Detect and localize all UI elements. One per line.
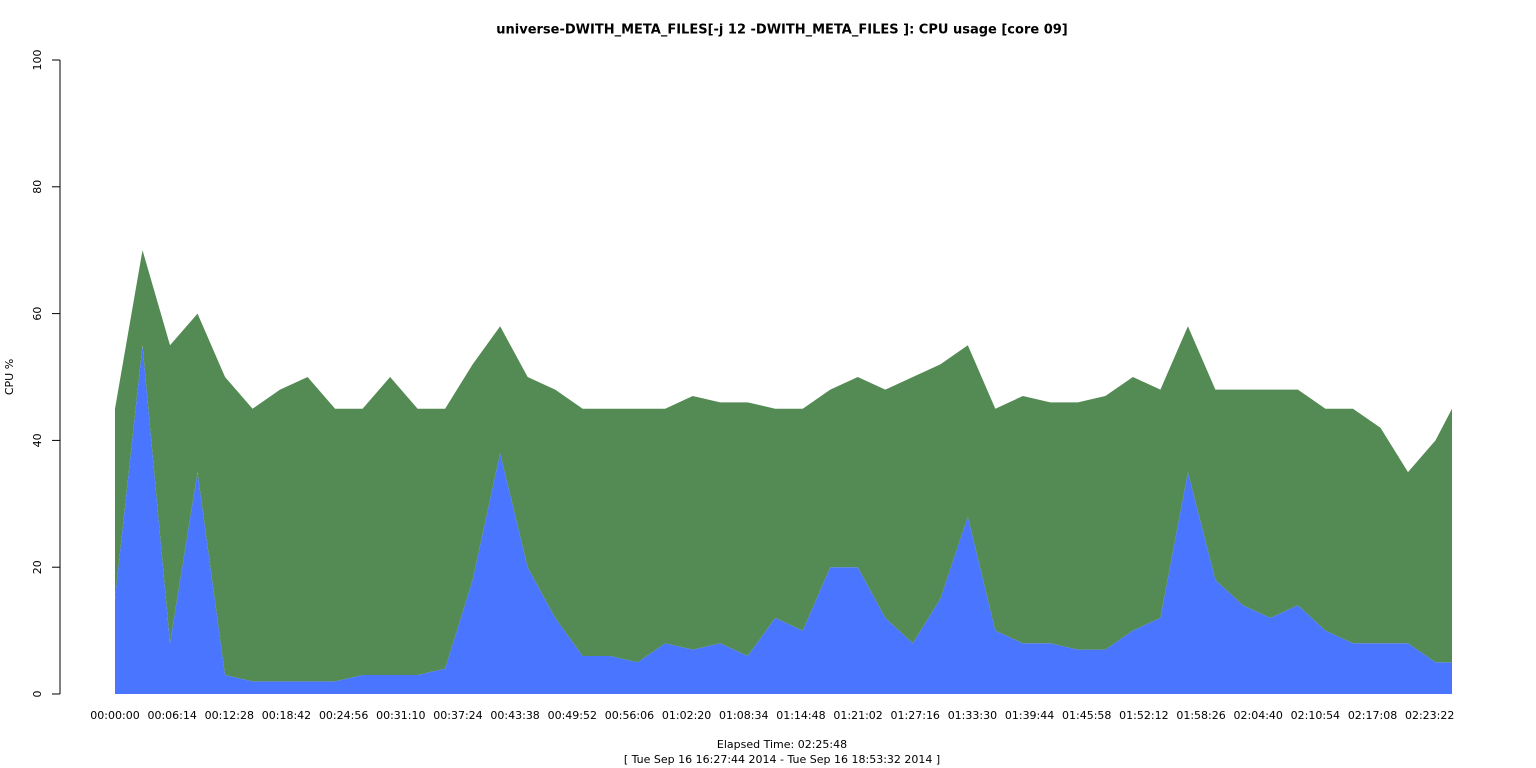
y-tick-label: 100 bbox=[31, 50, 44, 71]
x-tick-label: 02:17:08 bbox=[1348, 709, 1397, 722]
x-tick-label: 00:37:24 bbox=[433, 709, 482, 722]
x-tick-label: 01:33:30 bbox=[948, 709, 997, 722]
y-tick-label: 0 bbox=[31, 691, 44, 698]
x-axis-label: Elapsed Time: 02:25:48 bbox=[717, 738, 847, 751]
y-tick-label: 20 bbox=[31, 560, 44, 574]
x-tick-label: 00:18:42 bbox=[262, 709, 311, 722]
y-tick-label: 80 bbox=[31, 180, 44, 194]
x-tick-label: 02:04:40 bbox=[1234, 709, 1283, 722]
x-tick-label: 00:43:38 bbox=[490, 709, 539, 722]
y-tick-label: 40 bbox=[31, 433, 44, 447]
x-tick-label: 01:52:12 bbox=[1119, 709, 1168, 722]
x-tick-label: 01:21:02 bbox=[833, 709, 882, 722]
x-tick-label: 00:56:06 bbox=[605, 709, 654, 722]
subtitle: [ Tue Sep 16 16:27:44 2014 - Tue Sep 16 … bbox=[624, 753, 940, 766]
area bbox=[115, 345, 1452, 694]
x-tick-label: 00:31:10 bbox=[376, 709, 425, 722]
x-tick-label: 02:10:54 bbox=[1291, 709, 1340, 722]
x-tick-label: 01:02:20 bbox=[662, 709, 711, 722]
x-tick-label: 00:00:00 bbox=[90, 709, 139, 722]
chart-title: universe-DWITH_META_FILES[-j 12 -DWITH_M… bbox=[496, 23, 1067, 38]
x-tick-label: 01:58:26 bbox=[1176, 709, 1225, 722]
x-tick-label: 01:08:34 bbox=[719, 709, 768, 722]
x-tick-label: 00:12:28 bbox=[205, 709, 254, 722]
area bbox=[115, 250, 1452, 682]
x-tick-label: 01:14:48 bbox=[776, 709, 825, 722]
x-tick-label: 01:27:16 bbox=[891, 709, 940, 722]
x-tick-label: 00:24:56 bbox=[319, 709, 368, 722]
y-tick-label: 60 bbox=[31, 307, 44, 321]
y-axis-label: CPU % bbox=[3, 359, 16, 395]
x-tick-label: 01:45:58 bbox=[1062, 709, 1111, 722]
x-tick-label: 01:39:44 bbox=[1005, 709, 1054, 722]
x-tick-label: 00:06:14 bbox=[147, 709, 196, 722]
x-tick-label: 00:49:52 bbox=[548, 709, 597, 722]
x-tick-label: 02:23:22 bbox=[1405, 709, 1454, 722]
